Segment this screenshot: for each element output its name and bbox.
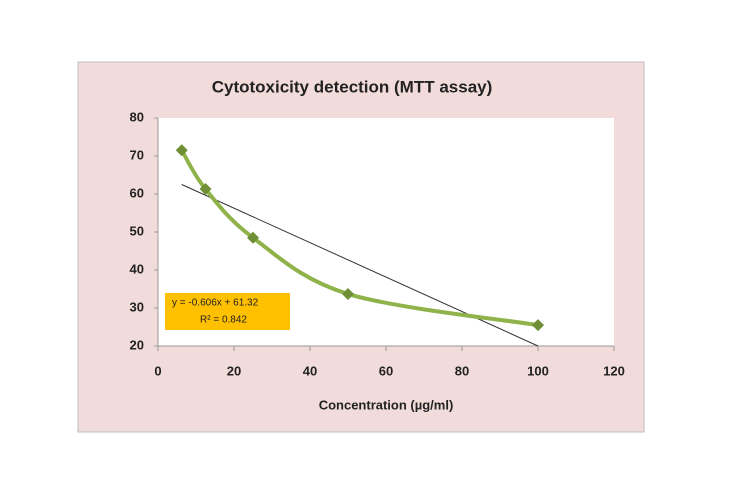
r-squared: R² = 0.842 [200, 315, 247, 326]
x-tick-label: 0 [154, 363, 161, 378]
y-tick-label: 20 [130, 337, 144, 352]
marker [247, 231, 259, 244]
marker [175, 144, 188, 157]
x-tick-label: 80 [455, 363, 469, 378]
y-tick-label: 80 [130, 109, 144, 124]
x-axis-label: Concentration (µg/ml) [319, 397, 454, 412]
marker [342, 287, 354, 300]
y-tick-label: 50 [130, 223, 144, 238]
x-tick-label: 100 [527, 363, 549, 378]
y-tick-label: 60 [130, 185, 144, 200]
x-tick-label: 120 [603, 363, 625, 378]
marker [199, 183, 212, 196]
marker [532, 319, 544, 332]
series-line [180, 149, 539, 328]
y-tick-label: 70 [130, 147, 144, 162]
y-tick-label: 40 [130, 261, 144, 276]
x-tick-label: 60 [379, 363, 393, 378]
equation: y = -0.606x + 61.32 [172, 298, 259, 309]
equation-box [165, 293, 290, 330]
x-tick-label: 20 [227, 363, 241, 378]
y-tick-label: 30 [130, 299, 144, 314]
chart-title: Cytotoxicity detection (MTT assay) [212, 77, 493, 96]
x-tick-label: 40 [303, 363, 317, 378]
